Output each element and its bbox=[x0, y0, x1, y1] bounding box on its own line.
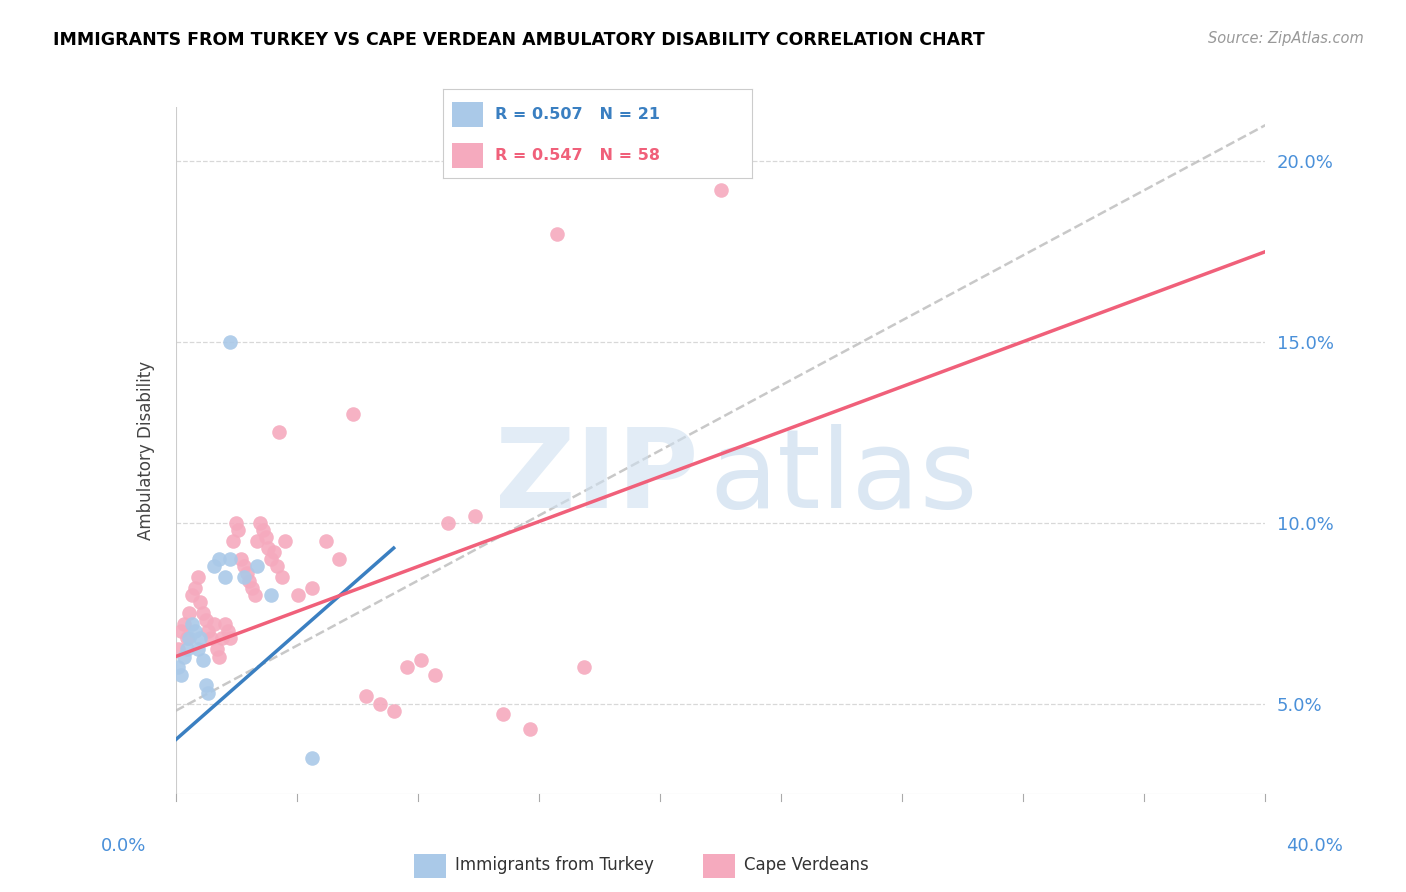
Text: Source: ZipAtlas.com: Source: ZipAtlas.com bbox=[1208, 31, 1364, 46]
Point bbox=[217, 624, 239, 639]
Point bbox=[464, 508, 486, 523]
Point bbox=[271, 570, 294, 584]
Text: R = 0.547   N = 58: R = 0.547 N = 58 bbox=[495, 148, 661, 162]
Text: R = 0.507   N = 21: R = 0.507 N = 21 bbox=[495, 107, 661, 121]
Text: ZIP: ZIP bbox=[495, 425, 699, 532]
Point bbox=[228, 523, 250, 537]
Point bbox=[260, 588, 283, 602]
Point bbox=[214, 570, 236, 584]
Point bbox=[287, 588, 309, 602]
Point bbox=[252, 523, 274, 537]
Text: 0.0%: 0.0% bbox=[101, 837, 146, 855]
Point bbox=[170, 624, 193, 639]
Point bbox=[205, 642, 228, 657]
Point bbox=[243, 588, 266, 602]
Point bbox=[194, 613, 217, 627]
Point bbox=[184, 581, 207, 595]
Point bbox=[219, 334, 242, 349]
Point bbox=[254, 530, 277, 544]
Point bbox=[167, 660, 190, 674]
Point bbox=[274, 533, 297, 548]
Point bbox=[222, 533, 245, 548]
Point bbox=[202, 617, 225, 632]
Point bbox=[225, 516, 247, 530]
Point bbox=[188, 595, 211, 609]
Point bbox=[231, 552, 253, 566]
Point bbox=[301, 581, 323, 595]
Y-axis label: Ambulatory Disability: Ambulatory Disability bbox=[136, 361, 155, 540]
Point bbox=[211, 632, 233, 646]
Point bbox=[179, 606, 201, 620]
Point bbox=[266, 559, 288, 574]
Point bbox=[208, 552, 231, 566]
Text: Cape Verdeans: Cape Verdeans bbox=[744, 855, 869, 874]
Point bbox=[240, 581, 263, 595]
Point bbox=[197, 686, 219, 700]
Point bbox=[238, 574, 260, 588]
Point bbox=[200, 632, 222, 646]
Point bbox=[173, 617, 195, 632]
Point bbox=[214, 617, 236, 632]
Point bbox=[188, 632, 211, 646]
Point bbox=[235, 566, 257, 581]
Point bbox=[574, 660, 596, 674]
Point bbox=[342, 407, 364, 421]
Point bbox=[301, 750, 323, 764]
Point bbox=[179, 632, 201, 646]
Point bbox=[246, 559, 269, 574]
Point bbox=[184, 624, 207, 639]
Point bbox=[186, 570, 209, 584]
Point bbox=[219, 552, 242, 566]
Point bbox=[546, 227, 568, 241]
Point bbox=[257, 541, 280, 555]
Point bbox=[191, 606, 214, 620]
Point bbox=[232, 570, 254, 584]
Point bbox=[249, 516, 271, 530]
Point bbox=[437, 516, 460, 530]
Point bbox=[176, 642, 198, 657]
Text: 40.0%: 40.0% bbox=[1286, 837, 1343, 855]
Point bbox=[368, 697, 391, 711]
Point bbox=[315, 533, 337, 548]
Point bbox=[170, 667, 193, 681]
FancyBboxPatch shape bbox=[413, 854, 446, 878]
Point bbox=[167, 642, 190, 657]
Point bbox=[176, 632, 198, 646]
Point bbox=[186, 642, 209, 657]
Point bbox=[246, 533, 269, 548]
FancyBboxPatch shape bbox=[453, 102, 484, 127]
FancyBboxPatch shape bbox=[453, 143, 484, 168]
Point bbox=[356, 690, 378, 704]
Point bbox=[208, 649, 231, 664]
Point bbox=[328, 552, 350, 566]
Point bbox=[710, 183, 733, 197]
Point bbox=[194, 678, 217, 692]
Point bbox=[191, 653, 214, 667]
Point bbox=[260, 552, 283, 566]
Point bbox=[396, 660, 419, 674]
Point bbox=[232, 559, 254, 574]
Point bbox=[382, 704, 405, 718]
Point bbox=[492, 707, 515, 722]
Point bbox=[181, 588, 204, 602]
Point bbox=[423, 667, 446, 681]
Text: IMMIGRANTS FROM TURKEY VS CAPE VERDEAN AMBULATORY DISABILITY CORRELATION CHART: IMMIGRANTS FROM TURKEY VS CAPE VERDEAN A… bbox=[53, 31, 986, 49]
Point bbox=[263, 544, 285, 558]
Text: Immigrants from Turkey: Immigrants from Turkey bbox=[456, 855, 654, 874]
Point bbox=[269, 425, 291, 440]
Point bbox=[519, 722, 541, 736]
FancyBboxPatch shape bbox=[703, 854, 735, 878]
Point bbox=[409, 653, 432, 667]
Point bbox=[181, 617, 204, 632]
Point bbox=[202, 559, 225, 574]
Text: atlas: atlas bbox=[710, 425, 979, 532]
Point bbox=[197, 624, 219, 639]
Point bbox=[173, 649, 195, 664]
Point bbox=[219, 632, 242, 646]
